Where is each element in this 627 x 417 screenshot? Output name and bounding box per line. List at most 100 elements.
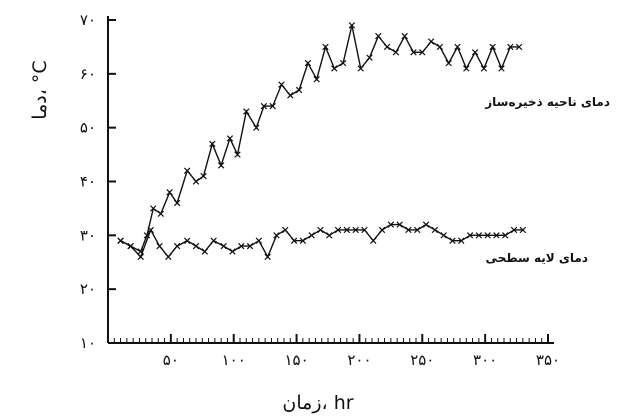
data-point: [343, 226, 351, 234]
data-point: [414, 226, 421, 234]
data-point: [454, 43, 461, 51]
data-point: [290, 237, 298, 244]
data-point: [137, 253, 144, 261]
data-point: [339, 59, 347, 67]
data-point: [466, 232, 474, 239]
x-axis-title: زمان، hr: [282, 392, 353, 414]
axes: [107, 16, 554, 344]
data-point: [165, 253, 172, 261]
data-point: [422, 221, 430, 228]
data-point: [287, 92, 294, 99]
data-point: [173, 242, 181, 250]
x-tick-label: ۳۰۰: [473, 351, 497, 369]
data-point: [183, 167, 191, 174]
data-point: [166, 189, 173, 196]
data-point: [401, 32, 408, 40]
data-point: [475, 232, 483, 239]
x-ticks: ۵۰ ۱۰۰ ۱۵۰ ۲۰۰ ۲۵۰ ۳۰۰ ۳۵۰: [163, 334, 560, 369]
series-layer: [117, 22, 527, 261]
y-axis-title: دما، °C: [29, 60, 51, 119]
data-point: [253, 124, 260, 131]
data-point: [396, 221, 403, 228]
data-point: [269, 102, 276, 110]
data-point: [210, 237, 217, 244]
data-point: [220, 242, 227, 250]
data-point: [299, 237, 307, 244]
data-point: [243, 108, 250, 115]
x-tick-label: ۳۵۰: [536, 351, 560, 369]
data-point: [326, 232, 333, 239]
data-point: [209, 140, 216, 148]
data-point: [493, 232, 500, 239]
data-point: [313, 75, 320, 83]
series-line: [120, 25, 520, 253]
series-0: [117, 22, 523, 255]
y-tick-label: ۴۰: [80, 173, 96, 191]
x-tick-label: ۵۰: [163, 351, 179, 369]
data-point: [157, 210, 165, 218]
data-point: [234, 151, 241, 158]
data-point: [282, 226, 289, 234]
data-point: [200, 172, 207, 180]
data-point: [502, 232, 509, 239]
data-point: [317, 226, 324, 234]
data-point: [419, 49, 426, 56]
data-point: [427, 38, 435, 45]
y-ticks: ۱۰ ۲۰ ۳۰ ۴۰ ۵۰ ۶۰ ۷۰: [80, 11, 116, 352]
data-point: [498, 65, 505, 72]
data-point: [436, 43, 444, 51]
data-point: [331, 65, 338, 72]
data-point: [192, 242, 200, 250]
x-tick-label: ۲۵۰: [410, 351, 434, 369]
data-point: [383, 43, 391, 51]
data-point: [117, 237, 124, 244]
data-point: [260, 102, 268, 110]
data-point: [392, 49, 400, 56]
series-1: [117, 221, 527, 261]
x-tick-label: ۱۰۰: [222, 351, 246, 369]
data-point: [375, 32, 382, 40]
data-point: [348, 22, 356, 29]
series-label-storage-zone: دمای ناحیه ذخیره‌ساز: [484, 95, 610, 109]
data-point: [183, 237, 191, 244]
data-point: [484, 232, 491, 239]
data-point: [238, 242, 245, 250]
data-point: [304, 59, 312, 67]
data-point: [229, 248, 236, 255]
data-point: [278, 81, 285, 88]
data-point: [357, 65, 364, 72]
data-point: [173, 199, 181, 207]
data-point: [273, 232, 280, 239]
data-point: [322, 43, 329, 51]
data-point: [308, 232, 315, 239]
data-point: [440, 232, 447, 239]
data-point: [366, 54, 373, 61]
x-tick-label: ۲۰۰: [347, 351, 371, 369]
data-point: [471, 49, 479, 56]
y-tick-label: ۳۰: [80, 226, 96, 244]
data-point: [150, 205, 157, 212]
data-point: [410, 49, 417, 56]
data-point: [519, 226, 527, 234]
data-point: [458, 237, 465, 244]
data-point: [217, 162, 225, 169]
data-point: [510, 226, 518, 234]
y-tick-label: ۷۰: [80, 11, 96, 29]
data-point: [246, 242, 254, 250]
data-point: [507, 43, 514, 51]
data-point: [334, 226, 342, 234]
data-point: [449, 237, 456, 244]
data-point: [147, 226, 154, 234]
data-point: [431, 226, 439, 234]
data-point: [352, 226, 359, 234]
data-point: [156, 242, 163, 250]
data-point: [387, 221, 395, 228]
y-tick-label: ۲۰: [80, 280, 96, 298]
data-point: [127, 242, 134, 250]
series-line: [120, 223, 523, 259]
data-point: [370, 237, 377, 244]
data-point: [405, 226, 412, 234]
data-point: [480, 65, 488, 72]
y-tick-label: ۱۰: [80, 334, 96, 352]
